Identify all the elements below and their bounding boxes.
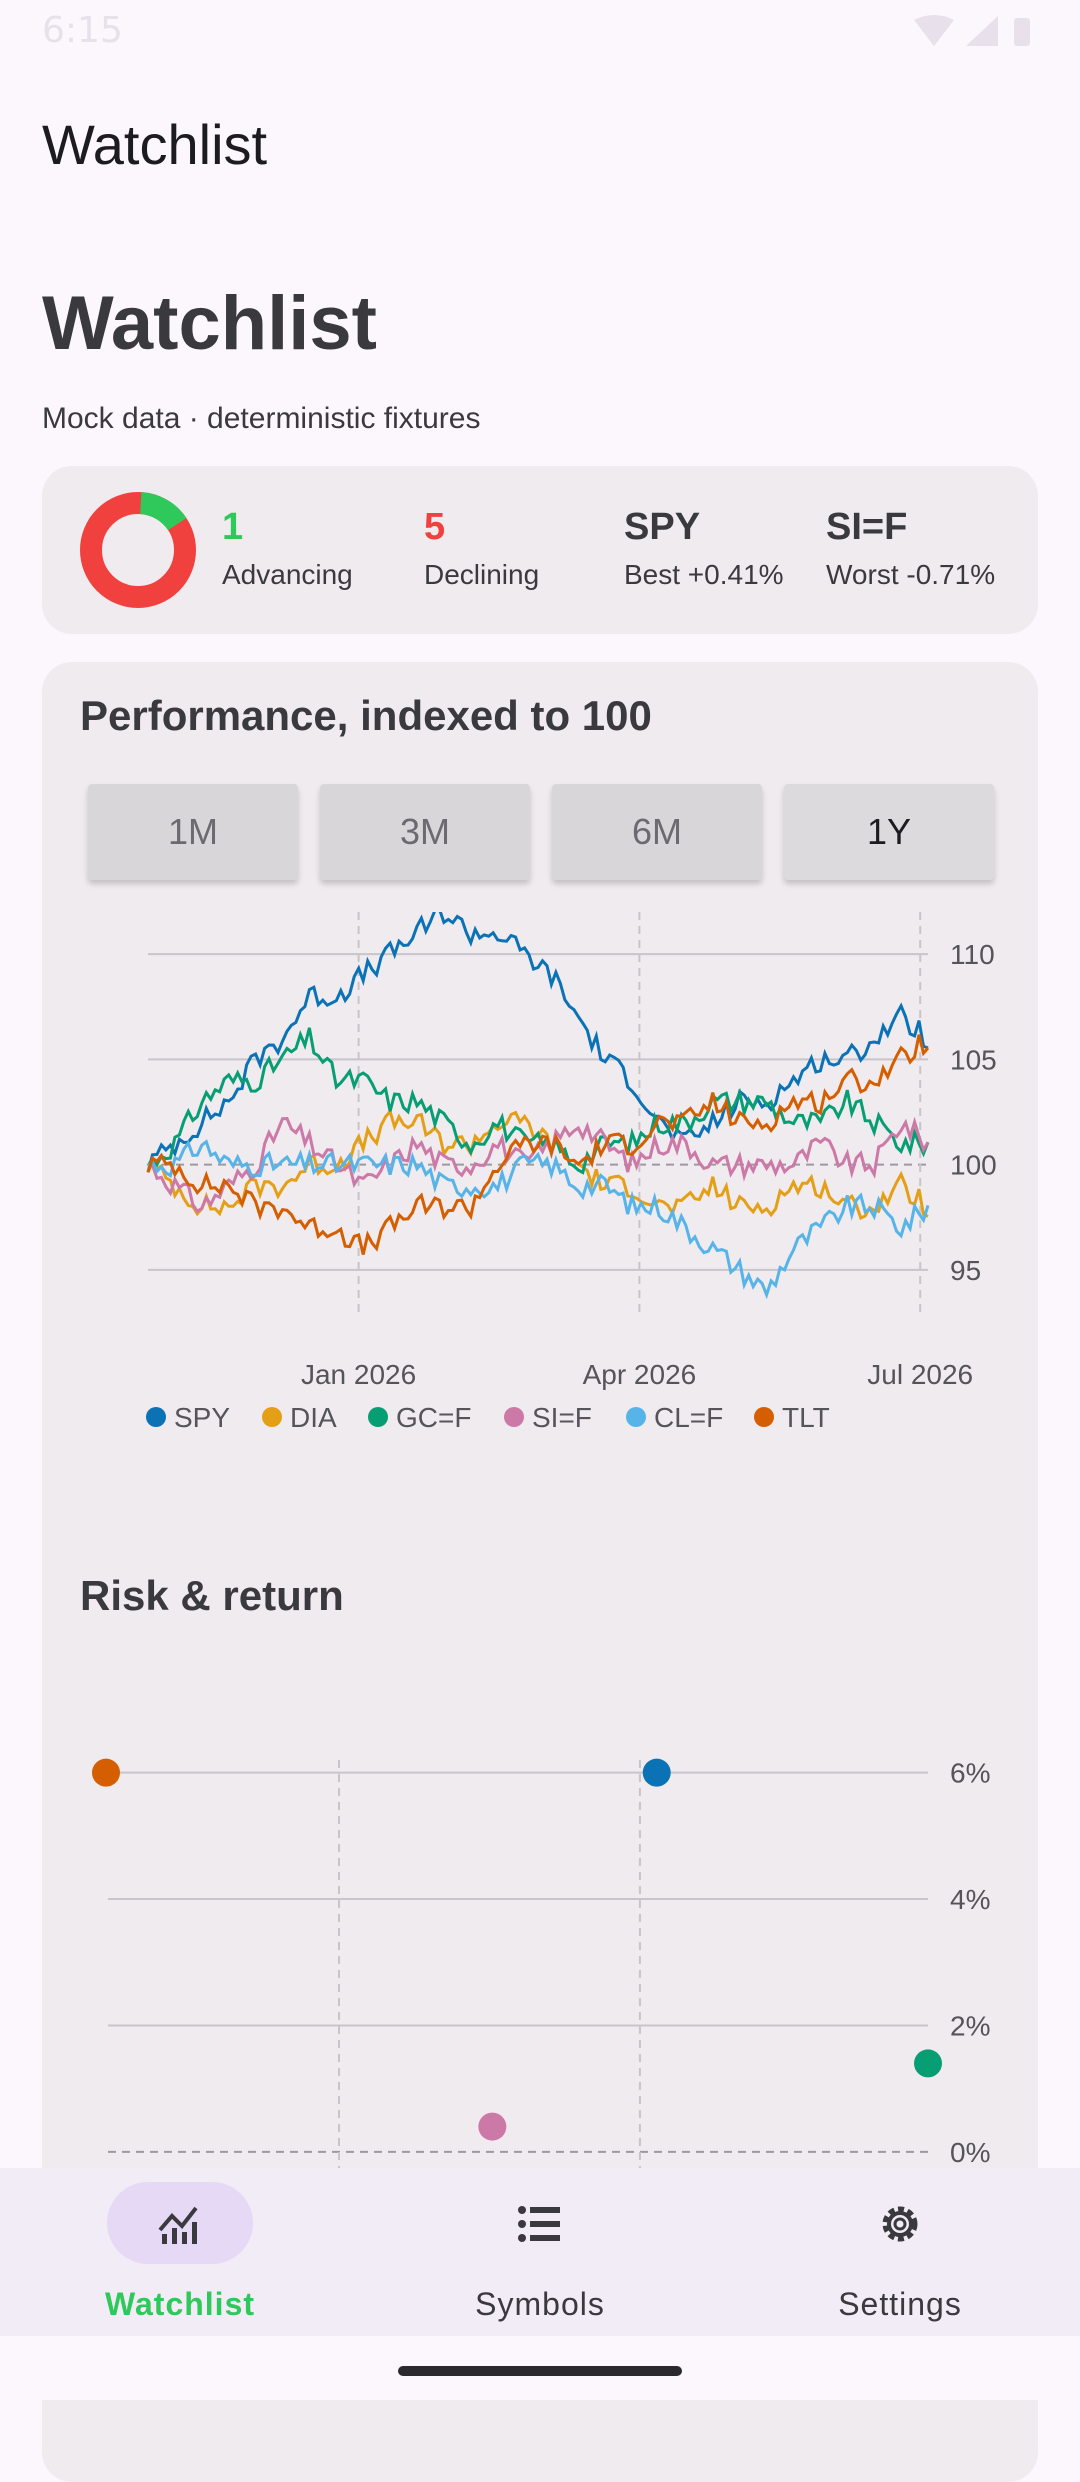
- series-line-GC=F: [146, 1027, 930, 1175]
- status-icons: [914, 15, 1030, 46]
- y-tick-label: 4%: [950, 1884, 990, 1915]
- risk-return-title: Risk & return: [80, 1572, 344, 1619]
- battery-icon: [1014, 18, 1030, 46]
- y-tick-label: 0%: [950, 2137, 990, 2168]
- risk-return-chart: 6% 4% 2% 0%: [92, 1758, 990, 2192]
- app-bar-title: Watchlist: [42, 113, 268, 176]
- series-line-CL=F: [146, 1139, 930, 1300]
- series-line-SPY: [146, 912, 929, 1173]
- home-indicator[interactable]: [398, 2366, 682, 2376]
- nav-symbols-label: Symbols: [475, 2286, 605, 2322]
- legend-label: TLT: [782, 1402, 830, 1433]
- declining-stat: 5 Declining: [424, 506, 539, 591]
- legend-marker: [146, 1407, 166, 1427]
- series-line-TLT: [146, 1034, 930, 1255]
- scatter-point-SI=F: [478, 2112, 507, 2141]
- signal-icon: [966, 16, 998, 46]
- y-tick-label: 95: [950, 1255, 981, 1286]
- legend-marker: [754, 1407, 774, 1427]
- range-1m-button[interactable]: 1M: [88, 784, 298, 880]
- best-symbol: SPY: [624, 506, 701, 548]
- bottom-navigation: Watchlist Symbols Settings: [0, 2168, 1080, 2336]
- nav-settings-label: Settings: [838, 2286, 962, 2322]
- status-bar: 6:15: [0, 0, 1080, 60]
- legend-marker: [626, 1407, 646, 1427]
- nav-watchlist[interactable]: Watchlist: [60, 2182, 300, 2332]
- best-label: Best +0.41%: [624, 559, 784, 590]
- scatter-point-GC=F: [914, 2049, 942, 2078]
- advancing-count: 1: [222, 506, 244, 548]
- nav-symbols[interactable]: Symbols: [420, 2182, 660, 2332]
- donut-advancing-arc: [139, 492, 187, 531]
- y-tick-label: 100: [950, 1150, 997, 1181]
- legend-marker: [262, 1407, 282, 1427]
- legend-label: SI=F: [532, 1402, 592, 1433]
- scatter-point-TLT: [92, 1758, 120, 1787]
- chart-icon: [158, 2206, 198, 2244]
- y-tick-label: 6%: [950, 1758, 990, 1789]
- best-stat: SPY Best +0.41%: [624, 506, 784, 591]
- legend-label: SPY: [174, 1402, 230, 1433]
- performance-chart: 95 100 105 110 Jan 2026 Apr 2026 Jul 2026 SPY DI…: [146, 912, 997, 1433]
- declining-label: Declining: [424, 559, 540, 590]
- worst-stat: SI=F Worst -0.71%: [826, 506, 995, 591]
- y-tick-label: 2%: [950, 2010, 990, 2041]
- x-tick-label: Jan 2026: [301, 1359, 416, 1390]
- advancing-stat: 1 Advancing: [222, 506, 353, 591]
- status-time: 6:15: [42, 10, 123, 51]
- page-title: Watchlist: [42, 281, 377, 366]
- x-tick-label: Apr 2026: [583, 1359, 697, 1390]
- range-selector: 1M 3M 6M 1Y: [88, 784, 998, 880]
- x-tick-label: Jul 2026: [867, 1359, 973, 1390]
- nav-settings[interactable]: Settings: [780, 2182, 1020, 2332]
- legend-marker: [368, 1407, 388, 1427]
- legend-marker: [504, 1407, 524, 1427]
- worst-symbol: SI=F: [826, 506, 908, 548]
- worst-label: Worst -0.71%: [826, 559, 996, 590]
- wifi-icon: [914, 15, 954, 46]
- summary-card: 1 Advancing 5 Declining SPY Best +0.41% …: [42, 466, 1038, 634]
- y-tick-label: 105: [950, 1044, 997, 1075]
- list-icon: [518, 2206, 560, 2242]
- legend-label: GC=F: [396, 1402, 471, 1433]
- advance-decline-donut: [80, 492, 196, 608]
- scatter-point-SPY: [642, 1758, 671, 1787]
- declining-count: 5: [424, 506, 446, 548]
- advancing-label: Advancing: [222, 559, 353, 590]
- page-subtitle: Mock data · deterministic fixtures: [42, 402, 481, 435]
- gear-icon: [882, 2206, 918, 2242]
- legend-label: CL=F: [654, 1402, 723, 1433]
- range-1y-button[interactable]: 1Y: [784, 784, 994, 880]
- donut-declining-arc: [80, 492, 196, 608]
- legend-label: DIA: [290, 1402, 337, 1433]
- y-tick-label: 110: [950, 939, 995, 970]
- performance-title: Performance, indexed to 100: [80, 692, 652, 739]
- range-3m-button[interactable]: 3M: [320, 784, 530, 880]
- nav-watchlist-label: Watchlist: [104, 2286, 256, 2322]
- range-6m-button[interactable]: 6M: [552, 784, 762, 880]
